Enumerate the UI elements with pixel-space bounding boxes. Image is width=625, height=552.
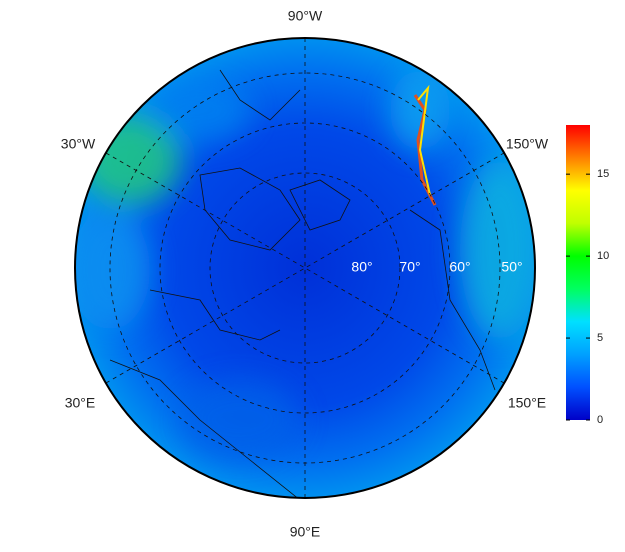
latitude-label: 70° [399, 259, 420, 275]
latitude-label: 80° [351, 259, 372, 275]
longitude-label: 150°E [508, 395, 546, 411]
longitude-label: 90°W [288, 8, 323, 24]
longitude-label: 30°E [65, 395, 96, 411]
graticule [105, 38, 505, 498]
longitude-label: 30°W [61, 136, 96, 152]
colorbar-tick-label: 15 [597, 168, 609, 180]
colorbar-tick-label: 10 [597, 250, 609, 262]
colorbar-tick-label: 0 [597, 414, 603, 426]
colorbar-tick-label: 5 [597, 332, 603, 344]
map-border [74, 37, 536, 499]
latitude-label: 60° [449, 259, 470, 275]
longitude-label: 90°E [290, 524, 321, 540]
colorbar: 0 5 10 15 [566, 125, 609, 426]
colorbar-scale [566, 125, 590, 420]
latitude-label: 50° [501, 259, 522, 275]
longitude-label: 150°W [506, 136, 549, 152]
